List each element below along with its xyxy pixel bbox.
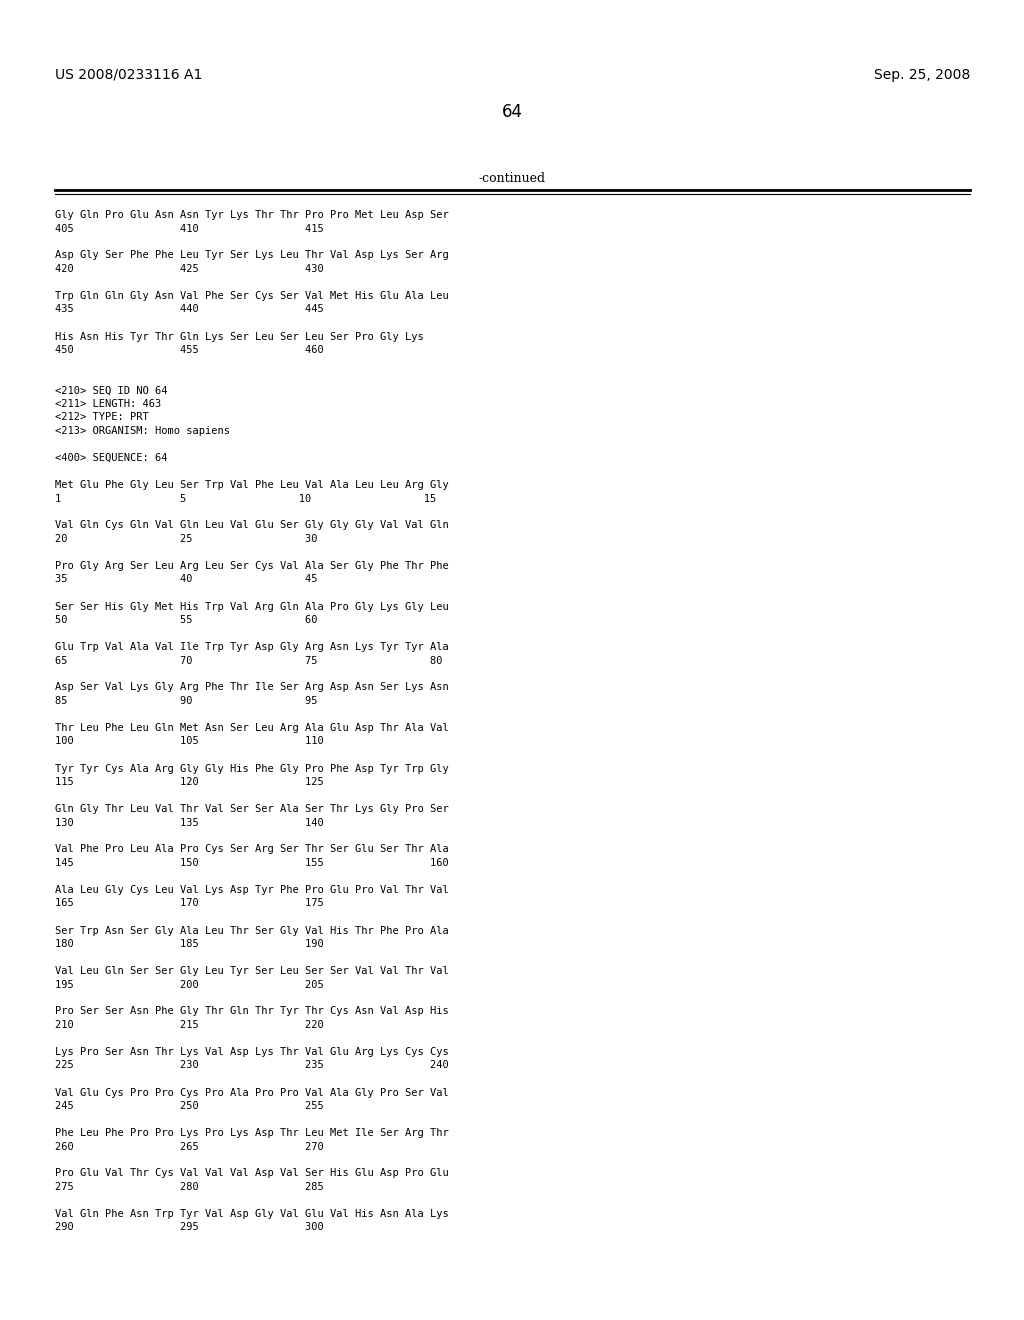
Text: Pro Gly Arg Ser Leu Arg Leu Ser Cys Val Ala Ser Gly Phe Thr Phe: Pro Gly Arg Ser Leu Arg Leu Ser Cys Val … — [55, 561, 449, 572]
Text: 64: 64 — [502, 103, 522, 121]
Text: -continued: -continued — [478, 172, 546, 185]
Text: Val Glu Cys Pro Pro Cys Pro Ala Pro Pro Val Ala Gly Pro Ser Val: Val Glu Cys Pro Pro Cys Pro Ala Pro Pro … — [55, 1088, 449, 1097]
Text: Tyr Tyr Cys Ala Arg Gly Gly His Phe Gly Pro Phe Asp Tyr Trp Gly: Tyr Tyr Cys Ala Arg Gly Gly His Phe Gly … — [55, 763, 449, 774]
Text: Ser Ser His Gly Met His Trp Val Arg Gln Ala Pro Gly Lys Gly Leu: Ser Ser His Gly Met His Trp Val Arg Gln … — [55, 602, 449, 611]
Text: Val Phe Pro Leu Ala Pro Cys Ser Arg Ser Thr Ser Glu Ser Thr Ala: Val Phe Pro Leu Ala Pro Cys Ser Arg Ser … — [55, 845, 449, 854]
Text: Lys Pro Ser Asn Thr Lys Val Asp Lys Thr Val Glu Arg Lys Cys Cys: Lys Pro Ser Asn Thr Lys Val Asp Lys Thr … — [55, 1047, 449, 1057]
Text: 210                 215                 220: 210 215 220 — [55, 1020, 324, 1030]
Text: Val Gln Phe Asn Trp Tyr Val Asp Gly Val Glu Val His Asn Ala Lys: Val Gln Phe Asn Trp Tyr Val Asp Gly Val … — [55, 1209, 449, 1218]
Text: Thr Leu Phe Leu Gln Met Asn Ser Leu Arg Ala Glu Asp Thr Ala Val: Thr Leu Phe Leu Gln Met Asn Ser Leu Arg … — [55, 723, 449, 733]
Text: Pro Ser Ser Asn Phe Gly Thr Gln Thr Tyr Thr Cys Asn Val Asp His: Pro Ser Ser Asn Phe Gly Thr Gln Thr Tyr … — [55, 1006, 449, 1016]
Text: His Asn His Tyr Thr Gln Lys Ser Leu Ser Leu Ser Pro Gly Lys: His Asn His Tyr Thr Gln Lys Ser Leu Ser … — [55, 331, 424, 342]
Text: 450                 455                 460: 450 455 460 — [55, 345, 324, 355]
Text: Pro Glu Val Thr Cys Val Val Val Asp Val Ser His Glu Asp Pro Glu: Pro Glu Val Thr Cys Val Val Val Asp Val … — [55, 1168, 449, 1179]
Text: 115                 120                 125: 115 120 125 — [55, 777, 324, 787]
Text: Val Leu Gln Ser Ser Gly Leu Tyr Ser Leu Ser Ser Val Val Thr Val: Val Leu Gln Ser Ser Gly Leu Tyr Ser Leu … — [55, 966, 449, 975]
Text: 100                 105                 110: 100 105 110 — [55, 737, 324, 747]
Text: <211> LENGTH: 463: <211> LENGTH: 463 — [55, 399, 161, 409]
Text: 260                 265                 270: 260 265 270 — [55, 1142, 324, 1151]
Text: 85                  90                  95: 85 90 95 — [55, 696, 317, 706]
Text: 165                 170                 175: 165 170 175 — [55, 899, 324, 908]
Text: 275                 280                 285: 275 280 285 — [55, 1181, 324, 1192]
Text: <210> SEQ ID NO 64: <210> SEQ ID NO 64 — [55, 385, 168, 396]
Text: 130                 135                 140: 130 135 140 — [55, 817, 324, 828]
Text: Gln Gly Thr Leu Val Thr Val Ser Ser Ala Ser Thr Lys Gly Pro Ser: Gln Gly Thr Leu Val Thr Val Ser Ser Ala … — [55, 804, 449, 814]
Text: Gly Gln Pro Glu Asn Asn Tyr Lys Thr Thr Pro Pro Met Leu Asp Ser: Gly Gln Pro Glu Asn Asn Tyr Lys Thr Thr … — [55, 210, 449, 220]
Text: 225                 230                 235                 240: 225 230 235 240 — [55, 1060, 449, 1071]
Text: 145                 150                 155                 160: 145 150 155 160 — [55, 858, 449, 869]
Text: 1                   5                  10                  15: 1 5 10 15 — [55, 494, 436, 503]
Text: <213> ORGANISM: Homo sapiens: <213> ORGANISM: Homo sapiens — [55, 426, 230, 436]
Text: 290                 295                 300: 290 295 300 — [55, 1222, 324, 1233]
Text: 435                 440                 445: 435 440 445 — [55, 305, 324, 314]
Text: 420                 425                 430: 420 425 430 — [55, 264, 324, 275]
Text: 35                  40                  45: 35 40 45 — [55, 574, 317, 585]
Text: 195                 200                 205: 195 200 205 — [55, 979, 324, 990]
Text: Sep. 25, 2008: Sep. 25, 2008 — [873, 69, 970, 82]
Text: Glu Trp Val Ala Val Ile Trp Tyr Asp Gly Arg Asn Lys Tyr Tyr Ala: Glu Trp Val Ala Val Ile Trp Tyr Asp Gly … — [55, 642, 449, 652]
Text: Ala Leu Gly Cys Leu Val Lys Asp Tyr Phe Pro Glu Pro Val Thr Val: Ala Leu Gly Cys Leu Val Lys Asp Tyr Phe … — [55, 884, 449, 895]
Text: Phe Leu Phe Pro Pro Lys Pro Lys Asp Thr Leu Met Ile Ser Arg Thr: Phe Leu Phe Pro Pro Lys Pro Lys Asp Thr … — [55, 1129, 449, 1138]
Text: 180                 185                 190: 180 185 190 — [55, 939, 324, 949]
Text: 245                 250                 255: 245 250 255 — [55, 1101, 324, 1111]
Text: Ser Trp Asn Ser Gly Ala Leu Thr Ser Gly Val His Thr Phe Pro Ala: Ser Trp Asn Ser Gly Ala Leu Thr Ser Gly … — [55, 925, 449, 936]
Text: 65                  70                  75                  80: 65 70 75 80 — [55, 656, 442, 665]
Text: Met Glu Phe Gly Leu Ser Trp Val Phe Leu Val Ala Leu Leu Arg Gly: Met Glu Phe Gly Leu Ser Trp Val Phe Leu … — [55, 480, 449, 490]
Text: 50                  55                  60: 50 55 60 — [55, 615, 317, 624]
Text: <400> SEQUENCE: 64: <400> SEQUENCE: 64 — [55, 453, 168, 463]
Text: US 2008/0233116 A1: US 2008/0233116 A1 — [55, 69, 203, 82]
Text: Asp Gly Ser Phe Phe Leu Tyr Ser Lys Leu Thr Val Asp Lys Ser Arg: Asp Gly Ser Phe Phe Leu Tyr Ser Lys Leu … — [55, 251, 449, 260]
Text: <212> TYPE: PRT: <212> TYPE: PRT — [55, 412, 148, 422]
Text: 20                  25                  30: 20 25 30 — [55, 535, 317, 544]
Text: Trp Gln Gln Gly Asn Val Phe Ser Cys Ser Val Met His Glu Ala Leu: Trp Gln Gln Gly Asn Val Phe Ser Cys Ser … — [55, 290, 449, 301]
Text: Val Gln Cys Gln Val Gln Leu Val Glu Ser Gly Gly Gly Val Val Gln: Val Gln Cys Gln Val Gln Leu Val Glu Ser … — [55, 520, 449, 531]
Text: Asp Ser Val Lys Gly Arg Phe Thr Ile Ser Arg Asp Asn Ser Lys Asn: Asp Ser Val Lys Gly Arg Phe Thr Ile Ser … — [55, 682, 449, 693]
Text: 405                 410                 415: 405 410 415 — [55, 223, 324, 234]
